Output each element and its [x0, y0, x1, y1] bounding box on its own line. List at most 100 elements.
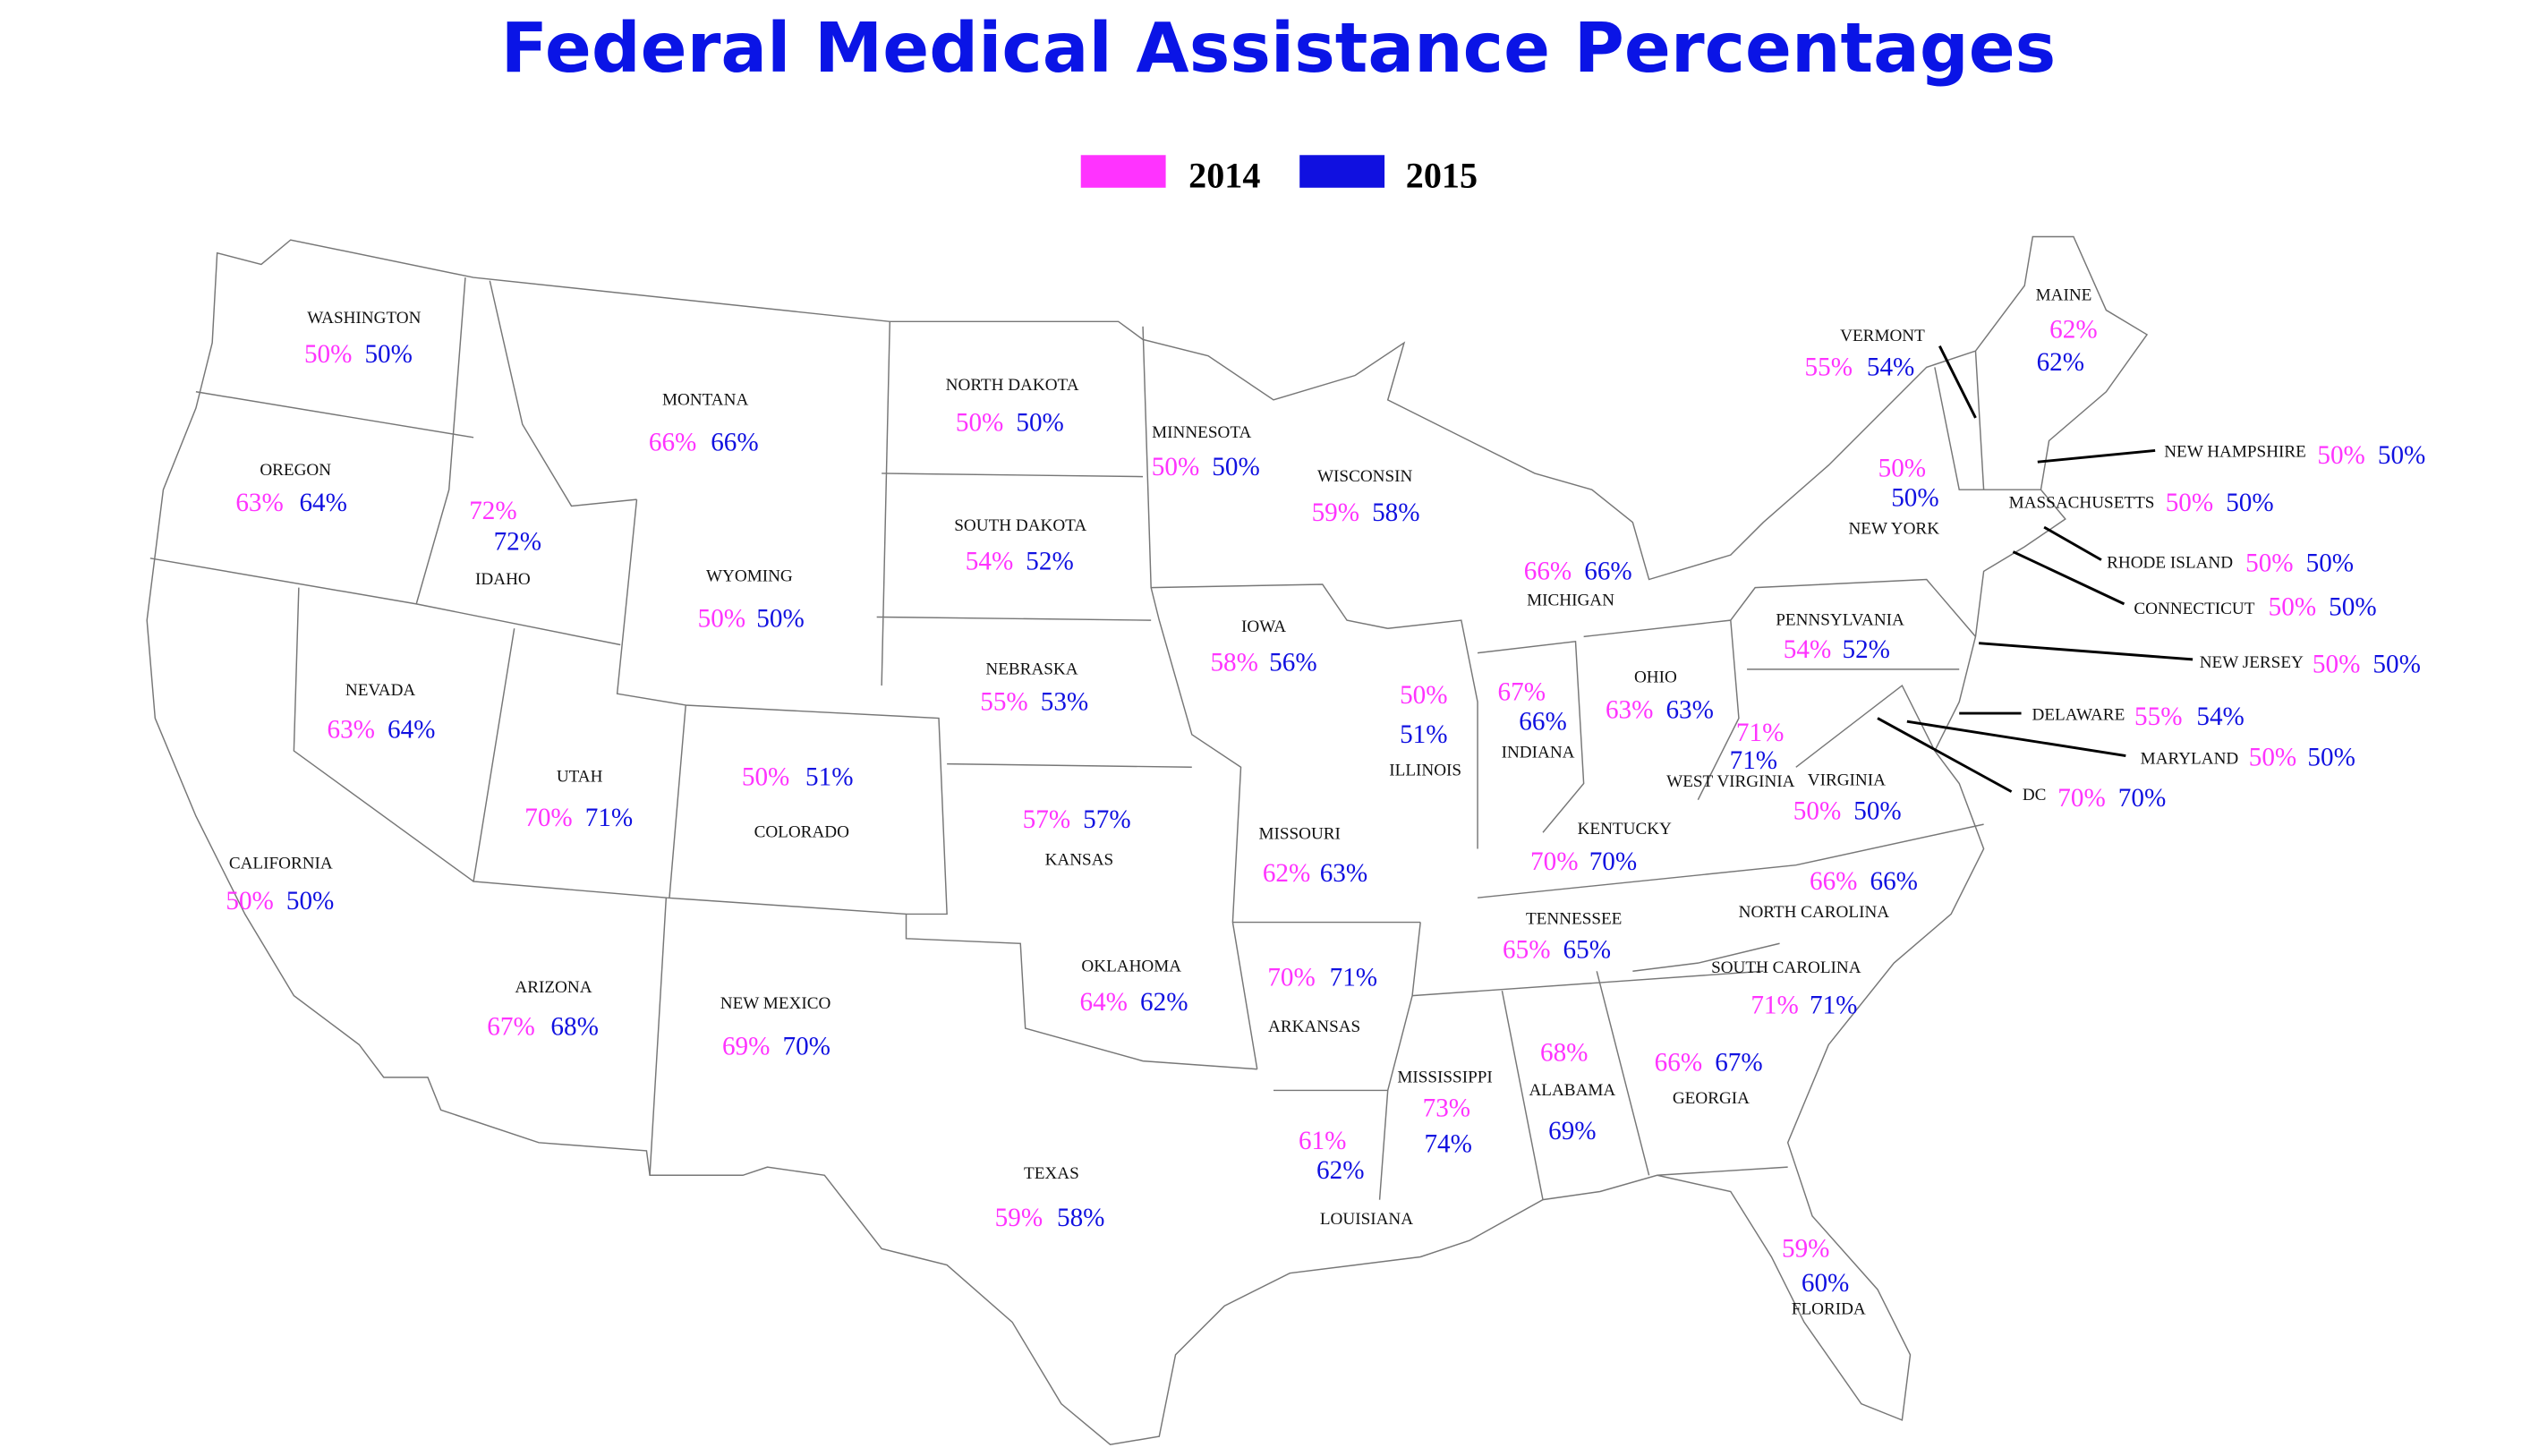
state-value: 55%: [1805, 353, 1853, 382]
state-value: 66%: [1584, 558, 1631, 586]
map-title: Federal Medical Assistance Percentages: [501, 9, 2057, 89]
state-value: 62%: [2037, 348, 2084, 377]
state-value: 50%: [1212, 453, 1259, 481]
state-name: CALIFORNIA: [229, 854, 333, 873]
state-name: DC: [2023, 786, 2047, 805]
state-name: MISSOURI: [1258, 825, 1340, 844]
state-value: 50%: [286, 887, 334, 915]
state-name: COLORADO: [754, 823, 850, 842]
state-value: 50%: [2166, 489, 2213, 517]
state-name: NEW HAMPSHIRE: [2164, 443, 2306, 462]
state-value: 71%: [585, 804, 633, 832]
state-name: VERMONT: [1840, 327, 1925, 345]
state-value: 71%: [1810, 992, 1857, 1020]
state-value: 65%: [1563, 936, 1611, 965]
state-name: NORTH DAKOTA: [946, 376, 1079, 395]
state-value: 62%: [1140, 988, 1188, 1017]
state-name: IDAHO: [475, 570, 531, 589]
state-name: SOUTH CAROLINA: [1711, 958, 1861, 977]
state-value: 60%: [1802, 1269, 1849, 1298]
state-name: OREGON: [260, 461, 331, 480]
state-value: 50%: [2329, 593, 2376, 622]
state-name: NEW YORK: [1848, 519, 1939, 538]
state-name: ARKANSAS: [1268, 1017, 1360, 1036]
state-value: 54%: [1784, 635, 1831, 664]
state-value: 69%: [722, 1032, 770, 1060]
state-value: 50%: [2245, 549, 2293, 577]
state-value: 50%: [756, 604, 804, 633]
state-name: MONTANA: [662, 390, 748, 409]
state-value: 50%: [226, 887, 273, 915]
state-value: 67%: [487, 1012, 534, 1041]
state-value: 61%: [1299, 1127, 1346, 1155]
state-value: 71%: [1730, 746, 1777, 775]
state-value: 59%: [995, 1204, 1043, 1232]
state-name: LOUISIANA: [1320, 1210, 1413, 1229]
state-value: 59%: [1312, 498, 1359, 527]
legend-label: 2015: [1406, 156, 1478, 196]
state-name: WEST VIRGINIA: [1666, 772, 1795, 791]
state-value: 66%: [1524, 558, 1572, 586]
state-value: 50%: [364, 340, 412, 369]
state-name: KENTUCKY: [1578, 820, 1672, 839]
state-value: 51%: [1400, 720, 1447, 749]
state-value: 70%: [1267, 964, 1315, 992]
state-value: 66%: [711, 428, 758, 456]
state-value: 57%: [1023, 805, 1070, 834]
state-value: 72%: [494, 528, 541, 557]
state-value: 50%: [2249, 743, 2296, 771]
state-name: UTAH: [557, 768, 603, 787]
state-name: NEVADA: [345, 681, 416, 700]
state-value: 50%: [304, 340, 352, 369]
state-value: 63%: [1320, 859, 1367, 888]
us-outline: [146, 235, 2149, 1446]
state-name: TEXAS: [1024, 1164, 1079, 1183]
state-name: NORTH CAROLINA: [1739, 903, 1890, 922]
state-value: 50%: [956, 409, 1003, 438]
state-value: 50%: [1016, 409, 1063, 438]
state-name: ILLINOIS: [1389, 761, 1461, 779]
state-value: 58%: [1210, 649, 1257, 677]
state-value: 50%: [1400, 681, 1447, 710]
state-value: 66%: [1870, 867, 1918, 896]
state-value: 66%: [1810, 867, 1857, 896]
state-name: NEBRASKA: [985, 660, 1078, 678]
state-value: 54%: [1867, 353, 1914, 382]
state-value: 58%: [1372, 498, 1419, 527]
state-value: 67%: [1498, 677, 1546, 706]
state-value: 70%: [2118, 784, 2166, 813]
state-value: 50%: [2313, 650, 2360, 678]
state-value: 71%: [1751, 992, 1798, 1020]
state-value: 62%: [2049, 316, 2097, 345]
state-name: RHODE ISLAND: [2107, 554, 2233, 573]
state-value: 59%: [1782, 1234, 1829, 1263]
state-name: MINNESOTA: [1152, 423, 1251, 442]
state-value: 68%: [1540, 1039, 1588, 1068]
legend-label: 2014: [1188, 156, 1260, 196]
state-name: ALABAMA: [1529, 1081, 1615, 1100]
state-name: GEORGIA: [1673, 1089, 1750, 1108]
state-value: 52%: [1026, 548, 1073, 576]
state-value: 55%: [980, 687, 1027, 716]
state-name: IOWA: [1241, 617, 1286, 636]
state-name: TENNESSEE: [1526, 909, 1622, 928]
state-value: 50%: [2269, 593, 2316, 622]
state-value: 62%: [1263, 859, 1310, 888]
state-value: 51%: [805, 762, 853, 791]
state-value: 63%: [235, 489, 283, 517]
state-name: WASHINGTON: [307, 309, 421, 328]
state-value: 54%: [966, 548, 1013, 576]
state-value: 69%: [1548, 1117, 1596, 1145]
state-value: 72%: [469, 497, 516, 525]
state-name: KANSAS: [1045, 851, 1114, 870]
state-value: 70%: [1589, 847, 1637, 876]
state-value: 64%: [388, 715, 435, 744]
state-value: 64%: [299, 489, 346, 517]
state-value: 66%: [1519, 707, 1566, 736]
state-value: 50%: [1152, 453, 1199, 481]
state-value: 63%: [327, 715, 374, 744]
state-name: INDIANA: [1502, 743, 1575, 762]
state-value: 50%: [2378, 441, 2425, 470]
state-name: ARIZONA: [515, 978, 592, 997]
state-name: MISSISSIPPI: [1397, 1068, 1492, 1086]
